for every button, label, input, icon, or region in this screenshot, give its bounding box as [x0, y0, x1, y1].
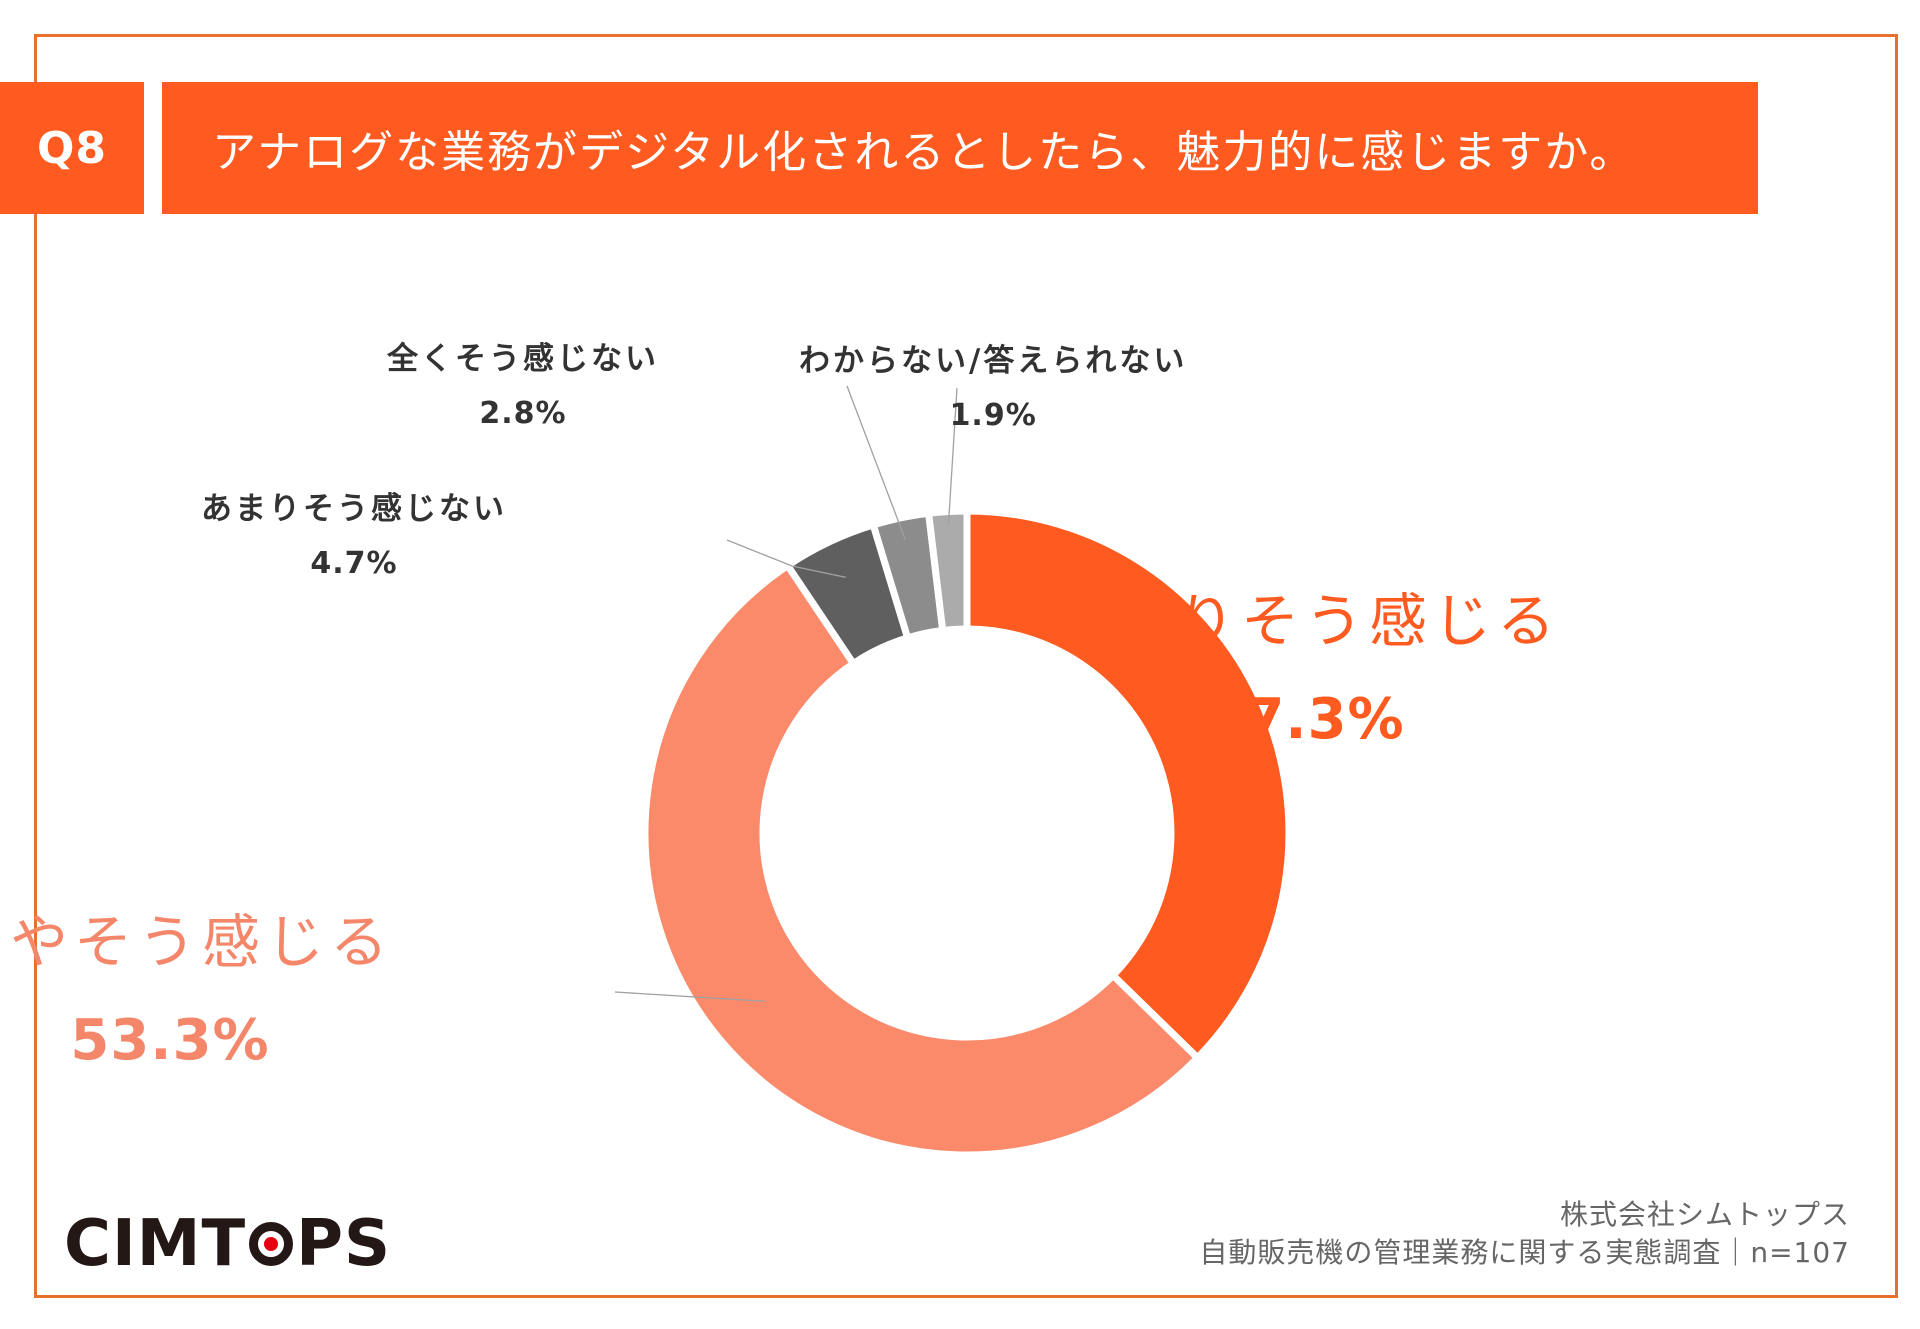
leader-line-3	[726, 539, 846, 578]
logo-o-mark	[249, 1222, 294, 1266]
logo-text-right: PS	[296, 1207, 392, 1281]
slide-frame	[34, 34, 1898, 1298]
footer-company: 株式会社シムトップス	[1559, 1198, 1850, 1231]
category-label: わからない/答えられない	[799, 343, 1188, 379]
label-amari: あまりそう感じない 4.7%	[201, 494, 507, 579]
question-title: アナログな業務がデジタル化されるとしたら、魅力的に感じますか。	[162, 82, 1758, 214]
question-number: Q8	[0, 82, 144, 214]
value-label: 37.3%	[1205, 687, 1405, 752]
footer: 株式会社シムトップス 自動販売機の管理業務に関する実態調査｜n=107	[1199, 1196, 1850, 1272]
label-wakaranai: わからない/答えられない 1.9%	[799, 346, 1187, 431]
leader-line-4	[846, 385, 906, 540]
footer-survey: 自動販売機の管理業務に関する実態調査｜n=107	[1199, 1235, 1850, 1269]
leader-line-2	[614, 991, 765, 1002]
donut-slice-5	[924, 507, 971, 635]
donut-slice-2	[641, 560, 1203, 1159]
value-label: 1.9%	[949, 398, 1037, 433]
value-label: 4.7%	[310, 546, 398, 581]
category-label: ややそう感じる	[0, 908, 395, 976]
leader-line-5	[947, 387, 958, 524]
category-label: かなりそう感じる	[1049, 587, 1562, 655]
value-label: 2.8%	[479, 396, 567, 431]
category-label: 全くそう感じない	[387, 341, 659, 377]
label-kanari: かなりそう感じる 37.3%	[1049, 592, 1561, 748]
value-label: 53.3%	[70, 1008, 270, 1073]
label-yaya: ややそう感じる 53.3%	[0, 913, 394, 1069]
label-mattaku: 全くそう感じない 2.8%	[387, 344, 659, 429]
donut-slice-1	[963, 507, 1293, 1063]
cimtops-logo: CIMT PS	[64, 1212, 391, 1276]
category-label: あまりそう感じない	[201, 491, 507, 527]
logo-text-left: CIMT	[64, 1207, 247, 1281]
